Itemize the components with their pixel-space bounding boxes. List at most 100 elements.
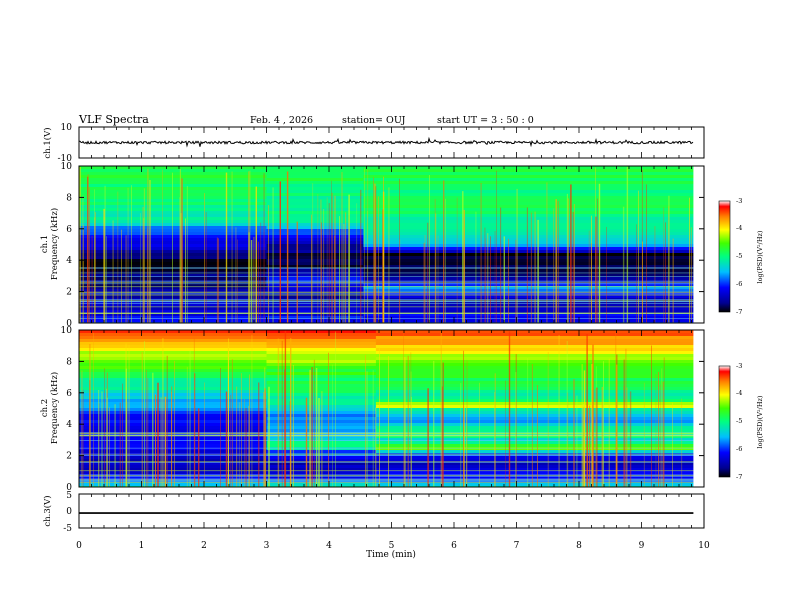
spectrogram-streak bbox=[328, 203, 330, 323]
ch2-colorbar-tick-m4: -4 bbox=[736, 389, 742, 397]
spectrogram-cell bbox=[266, 366, 377, 369]
spectrogram-cell bbox=[266, 229, 364, 232]
spectrogram-streak bbox=[367, 169, 369, 323]
spectrogram-streak bbox=[433, 360, 435, 487]
spectrogram-streak bbox=[260, 222, 262, 323]
spectrogram-streak bbox=[121, 229, 122, 323]
spectrogram-streak bbox=[174, 360, 175, 487]
time-axis: 0 1 2 3 4 5 6 7 8 9 10 bbox=[76, 541, 710, 551]
spectrogram-cell bbox=[79, 369, 267, 372]
spectrogram-cell bbox=[79, 256, 267, 259]
spectrogram-cell bbox=[79, 378, 267, 381]
spectrogram-cell bbox=[266, 387, 377, 390]
spectrogram-cell bbox=[266, 342, 377, 345]
spectrogram-streak bbox=[345, 212, 347, 323]
spectrogram-streak bbox=[91, 235, 93, 323]
time-axis-minor-ticks bbox=[78, 127, 705, 528]
spectrogram-cell bbox=[266, 286, 364, 289]
spectrogram-line bbox=[79, 475, 694, 476]
spectrogram-streak bbox=[372, 370, 374, 487]
spectrogram-cell bbox=[266, 178, 364, 181]
spectrogram-cell bbox=[266, 372, 377, 375]
spectrogram-cell bbox=[79, 417, 267, 420]
spectrogram-cell bbox=[363, 235, 694, 238]
spectrogram-cell bbox=[266, 354, 377, 357]
spectrogram-streak bbox=[623, 359, 625, 487]
spectrogram-streak bbox=[103, 208, 105, 323]
ch2-spectrogram-ylabel-frequency: Frequency (kHz) bbox=[49, 372, 60, 444]
xtick-label: 8 bbox=[576, 541, 582, 551]
spectrogram-streak bbox=[567, 392, 569, 487]
spectrogram-streak bbox=[588, 230, 590, 323]
spectrogram-line bbox=[79, 286, 694, 288]
spectrogram-streak bbox=[94, 217, 96, 323]
spectrogram-streak bbox=[651, 345, 652, 487]
spectrogram-line bbox=[79, 300, 694, 302]
spectrogram-streak bbox=[403, 330, 404, 487]
spectrogram-cell bbox=[266, 220, 364, 223]
spectrogram-streak bbox=[365, 354, 366, 487]
spectrogram-cell bbox=[375, 357, 694, 360]
spectrogram-cell bbox=[266, 399, 377, 402]
spectrogram-cell bbox=[79, 229, 267, 232]
spectrogram-cell bbox=[363, 268, 694, 271]
spectrogram-cell bbox=[266, 310, 364, 313]
spectrogram-cell bbox=[363, 238, 694, 241]
spectrogram-cell bbox=[266, 462, 377, 465]
ch1-spectrogram-ylabel-channel: ch.1 bbox=[40, 235, 50, 253]
spectrogram-cell bbox=[266, 169, 364, 172]
spectrogram-cell bbox=[79, 426, 267, 429]
spectrogram-streak bbox=[466, 406, 467, 487]
ch3-waveform-ylabel: ch.3(V) bbox=[42, 495, 53, 526]
spectrogram-streak bbox=[292, 365, 294, 487]
ch1-colorbar-tick-m4: -4 bbox=[736, 224, 742, 232]
spectrogram-streak bbox=[566, 193, 568, 323]
ch1-waveform-trace bbox=[79, 136, 694, 148]
spectrogram-streak bbox=[323, 209, 325, 323]
spectrogram-cell bbox=[79, 244, 267, 247]
spectrogram-streak bbox=[516, 188, 518, 323]
spectrogram-streak bbox=[204, 382, 205, 487]
spectrogram-streak bbox=[595, 216, 597, 323]
spectrogram-streak bbox=[335, 331, 336, 487]
spectrogram-cell bbox=[79, 223, 267, 226]
spectrogram-streak bbox=[104, 185, 106, 323]
spectrogram-cell bbox=[266, 390, 377, 393]
xtick-label: 7 bbox=[514, 541, 520, 551]
spectrogram-streak bbox=[566, 341, 568, 487]
ch1-colorbar-tick-m7: -7 bbox=[736, 308, 742, 316]
spectrogram-streak bbox=[591, 364, 593, 487]
spectrogram-cell bbox=[79, 483, 267, 486]
spectrogram-line bbox=[79, 474, 694, 476]
spectrogram-cell bbox=[363, 247, 694, 250]
spectrogram-streak bbox=[588, 405, 591, 487]
spectrogram-streak bbox=[82, 195, 84, 323]
spectrogram-streak bbox=[235, 227, 237, 323]
spectrogram-streak bbox=[290, 338, 292, 487]
spectrogram-cell bbox=[266, 196, 364, 199]
spectrogram-cell bbox=[79, 193, 267, 196]
spectrogram-cell bbox=[363, 313, 694, 316]
spectrogram-cell bbox=[375, 411, 694, 414]
spectrogram-line bbox=[79, 306, 694, 308]
spectrogram-cell bbox=[266, 232, 364, 235]
spectrogram-cell bbox=[266, 378, 377, 381]
spectrogram-cell bbox=[79, 465, 267, 468]
spectrogram-cell bbox=[266, 316, 364, 319]
spectrogram-cell bbox=[375, 423, 694, 426]
spectrogram-cell bbox=[363, 190, 694, 193]
spectrogram-cell bbox=[266, 438, 377, 441]
spectrogram-streak bbox=[553, 208, 555, 323]
spectrogram-cell bbox=[266, 268, 364, 271]
spectrogram-cell bbox=[79, 420, 267, 423]
spectrogram-streak bbox=[597, 198, 598, 323]
spectrogram-streak bbox=[81, 370, 83, 487]
spectrogram-line bbox=[79, 435, 694, 437]
spectrogram-streak bbox=[231, 359, 233, 487]
ch1-ytick-top: 10 bbox=[61, 123, 73, 133]
spectrogram-cell bbox=[266, 190, 364, 193]
spectrogram-streak bbox=[257, 241, 259, 323]
spectrogram-cell bbox=[79, 345, 267, 348]
spectrogram-cell bbox=[266, 184, 364, 187]
spectrogram-line bbox=[79, 480, 694, 482]
